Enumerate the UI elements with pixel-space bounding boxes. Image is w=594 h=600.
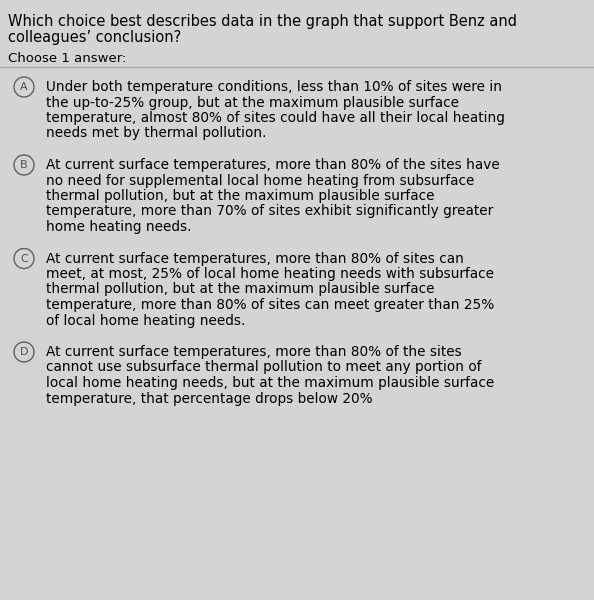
Text: At current surface temperatures, more than 80% of the sites: At current surface temperatures, more th… bbox=[46, 345, 462, 359]
Text: no need for supplemental local home heating from subsurface: no need for supplemental local home heat… bbox=[46, 173, 475, 187]
Text: At current surface temperatures, more than 80% of the sites have: At current surface temperatures, more th… bbox=[46, 158, 500, 172]
Text: temperature, more than 80% of sites can meet greater than 25%: temperature, more than 80% of sites can … bbox=[46, 298, 494, 312]
Text: colleagues’ conclusion?: colleagues’ conclusion? bbox=[8, 30, 181, 45]
Text: temperature, that percentage drops below 20%: temperature, that percentage drops below… bbox=[46, 391, 372, 406]
Text: needs met by thermal pollution.: needs met by thermal pollution. bbox=[46, 127, 267, 140]
Text: Which choice best describes data in the graph that support Benz and: Which choice best describes data in the … bbox=[8, 14, 517, 29]
Text: meet, at most, 25% of local home heating needs with subsurface: meet, at most, 25% of local home heating… bbox=[46, 267, 494, 281]
Text: Choose 1 answer:: Choose 1 answer: bbox=[8, 52, 127, 65]
Text: local home heating needs, but at the maximum plausible surface: local home heating needs, but at the max… bbox=[46, 376, 494, 390]
Text: temperature, almost 80% of sites could have all their local heating: temperature, almost 80% of sites could h… bbox=[46, 111, 505, 125]
Text: home heating needs.: home heating needs. bbox=[46, 220, 191, 234]
Text: D: D bbox=[20, 347, 29, 357]
Text: thermal pollution, but at the maximum plausible surface: thermal pollution, but at the maximum pl… bbox=[46, 283, 434, 296]
Text: cannot use subsurface thermal pollution to meet any portion of: cannot use subsurface thermal pollution … bbox=[46, 361, 482, 374]
Text: thermal pollution, but at the maximum plausible surface: thermal pollution, but at the maximum pl… bbox=[46, 189, 434, 203]
Text: At current surface temperatures, more than 80% of sites can: At current surface temperatures, more th… bbox=[46, 251, 464, 265]
Text: C: C bbox=[20, 253, 28, 263]
Text: A: A bbox=[20, 82, 28, 92]
Text: the up-to-25% group, but at the maximum plausible surface: the up-to-25% group, but at the maximum … bbox=[46, 95, 459, 109]
Text: temperature, more than 70% of sites exhibit significantly greater: temperature, more than 70% of sites exhi… bbox=[46, 205, 493, 218]
Text: of local home heating needs.: of local home heating needs. bbox=[46, 313, 245, 328]
Text: Under both temperature conditions, less than 10% of sites were in: Under both temperature conditions, less … bbox=[46, 80, 502, 94]
Text: B: B bbox=[20, 160, 28, 170]
